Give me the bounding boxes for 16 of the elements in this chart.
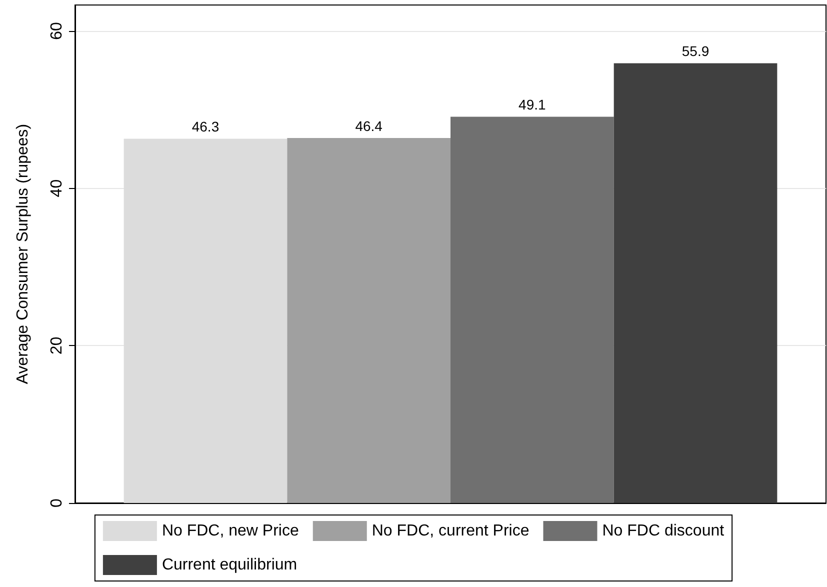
y-tick-label: 40 bbox=[48, 179, 66, 198]
legend-label: No FDC discount bbox=[602, 522, 725, 540]
data-label: 46.3 bbox=[192, 118, 220, 135]
y-tick-label: 60 bbox=[48, 22, 66, 40]
bar bbox=[450, 116, 614, 503]
y-tick-label: 0 bbox=[48, 498, 66, 508]
y-tick-label: 20 bbox=[48, 336, 66, 355]
bar bbox=[287, 138, 450, 503]
data-label: 55.9 bbox=[682, 43, 710, 60]
legend-label: Current equilibrium bbox=[162, 556, 298, 574]
data-label: 49.1 bbox=[518, 96, 546, 113]
legend-label: No FDC, new Price bbox=[162, 522, 299, 540]
data-label: 46.4 bbox=[355, 118, 383, 134]
bar bbox=[614, 63, 778, 503]
y-axis-title: Average Consumer Surplus (rupees) bbox=[14, 124, 32, 384]
legend-label: No FDC, current Price bbox=[372, 522, 530, 540]
